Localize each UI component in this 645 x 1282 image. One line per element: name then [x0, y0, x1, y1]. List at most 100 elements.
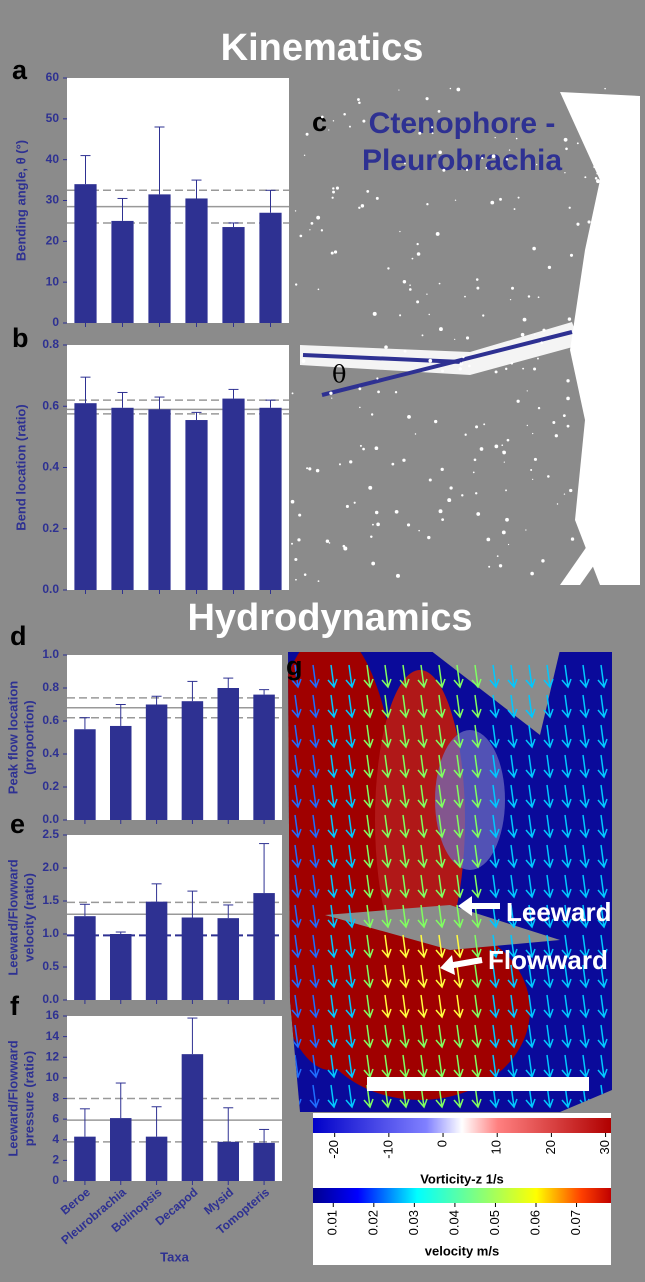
speckle: [375, 196, 379, 200]
speckle: [584, 176, 587, 179]
speckle: [593, 417, 597, 421]
speckle: [486, 537, 491, 542]
flow-arrow: [399, 754, 410, 779]
flow-arrow: [309, 874, 320, 899]
flow-arrow: [543, 664, 554, 689]
flow-arrow: [399, 814, 410, 839]
bar: [259, 212, 282, 323]
flow-arrow: [597, 1024, 608, 1049]
colorbar-tick-label: 0.04: [446, 1210, 461, 1235]
colorbar: [313, 1188, 611, 1203]
speckle: [298, 513, 302, 517]
flow-arrow: [525, 664, 536, 689]
y-tick-label: 1.0: [42, 647, 59, 661]
y-tick-label: 0.6: [42, 713, 59, 727]
speckle: [604, 471, 608, 475]
speckle: [563, 137, 568, 142]
flow-arrow: [597, 1054, 608, 1079]
bar: [181, 1054, 204, 1181]
flow-arrow: [345, 1024, 356, 1049]
speckle: [325, 539, 330, 543]
speckle: [294, 210, 297, 212]
flow-arrow: [561, 904, 572, 929]
panel-letter: b: [12, 323, 29, 353]
flow-arrow: [561, 664, 572, 689]
speckle: [398, 89, 400, 91]
speckle: [505, 517, 509, 522]
plot-area: [67, 655, 282, 820]
bar: [253, 893, 275, 1000]
flow-arrow: [381, 934, 392, 959]
speckle: [586, 560, 589, 563]
speckle: [440, 467, 444, 472]
flow-arrow: [579, 1024, 590, 1049]
angle-line: [302, 353, 463, 364]
flow-arrow: [417, 874, 428, 899]
flow-arrow: [489, 784, 500, 809]
plot-area: [67, 835, 282, 1000]
flow-arrow: [543, 934, 554, 959]
flow-arrow: [453, 934, 464, 959]
speckle: [588, 405, 591, 408]
speckle: [615, 465, 618, 468]
flow-arrow: [327, 694, 338, 719]
speckle: [554, 434, 558, 438]
speckle: [517, 196, 520, 199]
speckle: [601, 536, 605, 541]
speckle: [583, 400, 587, 404]
flow-arrow: [543, 694, 554, 719]
flow-arrow: [291, 964, 302, 989]
flow-arrow: [453, 994, 464, 1019]
speckle: [329, 391, 333, 395]
flow-arrow: [291, 934, 302, 959]
y-axis-label: Leeward/Flowward: [5, 1040, 20, 1156]
speckle: [362, 119, 366, 123]
flow-arrow: [309, 754, 320, 779]
speckle: [425, 97, 429, 101]
flow-arrow: [399, 874, 410, 899]
speckle: [475, 278, 479, 281]
flow-arrow: [291, 994, 302, 1019]
colorbar: [313, 1118, 611, 1133]
flow-arrow: [561, 694, 572, 719]
y-tick-label: 30: [46, 193, 60, 207]
bar: [181, 701, 204, 820]
speckle: [534, 333, 536, 336]
flow-arrow: [399, 844, 410, 869]
flow-arrow: [561, 964, 572, 989]
flow-arrow: [579, 814, 590, 839]
flow-arrow: [417, 994, 428, 1019]
speckle: [359, 444, 362, 447]
speckle: [530, 468, 533, 471]
flow-arrow: [507, 994, 518, 1019]
speckle: [377, 390, 380, 394]
speckle: [447, 498, 452, 503]
flow-arrow: [363, 784, 374, 809]
flow-arrow: [561, 784, 572, 809]
bar: [111, 220, 134, 323]
y-tick-label: 2: [52, 1153, 59, 1167]
speckle: [427, 535, 431, 540]
flow-arrow: [525, 844, 536, 869]
speckle: [496, 555, 499, 558]
y-tick-label: 0: [52, 1173, 59, 1187]
flow-arrow: [525, 1024, 536, 1049]
bar: [217, 1141, 239, 1181]
flow-arrow: [543, 844, 554, 869]
speckle: [411, 257, 414, 260]
panel-letter: a: [12, 55, 28, 85]
flow-arrow: [345, 994, 356, 1019]
flow-arrow: [345, 754, 356, 779]
flow-arrow: [435, 904, 446, 929]
flow-arrow: [561, 754, 572, 779]
speckle: [584, 477, 589, 481]
speckle: [499, 197, 502, 201]
bar: [222, 227, 245, 323]
flow-arrow: [597, 994, 608, 1019]
flow-arrow: [579, 694, 590, 719]
speckle: [391, 462, 395, 466]
speckle: [359, 406, 361, 409]
speckle: [409, 288, 412, 291]
flow-arrow: [309, 1024, 320, 1049]
